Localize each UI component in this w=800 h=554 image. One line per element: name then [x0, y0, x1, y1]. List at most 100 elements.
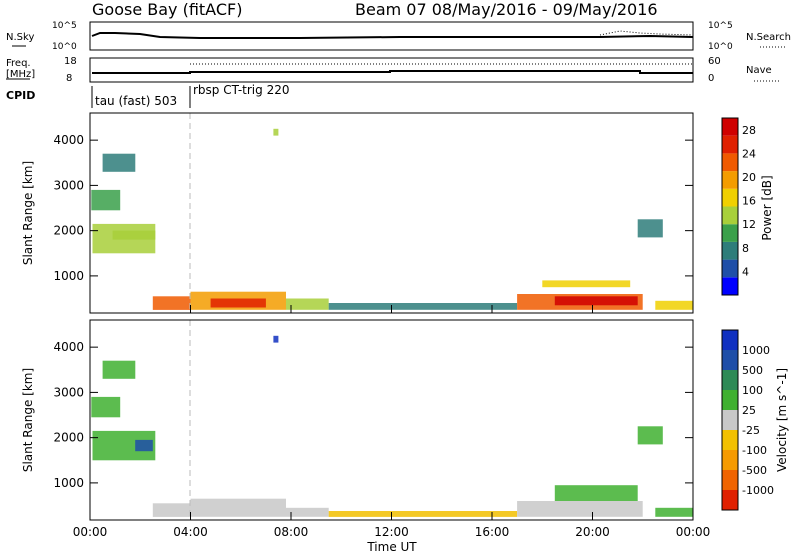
freq-label-line1: Freq. [6, 58, 31, 69]
velocity-echo-region-7 [328, 511, 518, 517]
power-colorbar-tick-3: 16 [742, 195, 756, 208]
velocity-y-ticks: 1000 2000 3000 4000 [53, 340, 693, 490]
velocity-colorbar-block-4 [722, 410, 738, 430]
power-colorbar-frame [721, 117, 739, 296]
x-tick-label-2: 08:00 [274, 525, 309, 539]
power-colorbar-block-7 [722, 153, 738, 172]
freq-tick-bottom: 8 [66, 73, 72, 84]
nsearch-label: N.Search [746, 32, 791, 43]
power-echo-region-11 [542, 280, 631, 288]
power-data-layer [91, 128, 693, 310]
power-echo-region-2 [112, 230, 156, 240]
power-colorbar-block-9 [722, 118, 738, 136]
velocity-echo-region-2 [135, 439, 153, 452]
power-colorbar-label: Power [dB] [760, 175, 774, 240]
velocity-colorbar-tick-4: -25 [742, 424, 760, 437]
power-echo-region-7 [286, 298, 329, 310]
freq-label-line2: [MHz] [6, 69, 35, 80]
y-tick-label-1: 2000 [53, 224, 84, 238]
power-echo-region-6 [210, 298, 266, 308]
nsearch-trace [599, 30, 694, 36]
power-colorbar-blocks [722, 118, 738, 295]
power-colorbar-block-4 [722, 206, 738, 225]
x-tick-label-3: 12:00 [374, 525, 409, 539]
velocity-colorbar-block-1 [722, 350, 738, 370]
power-colorbar-block-2 [722, 241, 738, 260]
cpid-mode-2: rbsp CT-trig 220 [193, 83, 289, 97]
velocity-colorbar-tick-1: 500 [742, 364, 763, 377]
velocity-colorbar-blocks [722, 330, 738, 510]
power-colorbar-block-1 [722, 259, 738, 278]
power-echo-region-4 [152, 296, 191, 310]
x-tick-label-6: 00:00 [676, 525, 711, 539]
nsearch-tick-top: 10^5 [708, 21, 733, 31]
velocity-colorbar-block-0 [722, 330, 738, 350]
velocity-colorbar-ticks: 1000 500 100 25 -25 -100 -500 -1000 [742, 344, 774, 497]
nsearch-tick-bottom: 10^0 [708, 42, 733, 52]
x-tick-label-5: 20:00 [575, 525, 610, 539]
velocity-colorbar-tick-3: 25 [742, 404, 756, 417]
x-tick-label-0: 00:00 [73, 525, 108, 539]
y-tick-label-1: 2000 [53, 431, 84, 445]
velocity-colorbar-block-7 [722, 470, 738, 490]
nsky-label: N.Sky [6, 32, 34, 43]
power-colorbar-tick-5: 24 [742, 147, 756, 160]
velocity-panel: 1000 2000 3000 4000 00:00 04:00 08:00 12:00 16:… [21, 305, 710, 554]
power-panel: 1000 2000 3000 4000 Slant Range [km] [21, 112, 694, 314]
velocity-colorbar-block-8 [722, 490, 738, 510]
power-colorbar-tick-1: 8 [742, 242, 749, 255]
station-title: Goose Bay (fitACF) [92, 0, 242, 19]
velocity-echo-region-11 [655, 507, 693, 517]
freq-tick-top: 18 [64, 56, 77, 67]
velocity-colorbar-block-5 [722, 430, 738, 450]
power-y-ticks: 1000 2000 3000 4000 [53, 133, 693, 283]
velocity-echo-region-12 [273, 335, 279, 343]
x-tick-label-4: 16:00 [475, 525, 510, 539]
power-colorbar-block-6 [722, 171, 738, 189]
power-ylabel: Slant Range [km] [21, 161, 35, 265]
nsky-tick-top: 10^5 [52, 21, 77, 31]
power-colorbar: 4 8 12 16 20 24 28 Power [dB] [721, 117, 774, 296]
velocity-echo-region-5 [190, 498, 286, 517]
time-xlabel: Time UT [366, 540, 417, 554]
power-colorbar-ticks: 4 8 12 16 20 24 28 [742, 124, 756, 279]
power-echo-region-13 [655, 300, 693, 310]
freq-panel [89, 57, 694, 83]
power-echo-region-3 [102, 153, 136, 172]
velocity-colorbar-tick-2: 100 [742, 384, 763, 397]
velocity-colorbar-tick-5: -100 [742, 444, 767, 457]
power-colorbar-block-3 [722, 224, 738, 242]
velocity-ylabel: Slant Range [km] [21, 368, 35, 472]
power-echo-region-8 [328, 303, 518, 310]
power-echo-region-14 [273, 128, 279, 136]
y-tick-label-2: 3000 [53, 385, 84, 399]
velocity-colorbar-block-3 [722, 390, 738, 410]
nsky-tick-bottom: 10^0 [52, 42, 77, 52]
power-echo-region-0 [91, 189, 121, 211]
power-echo-region-12 [637, 219, 663, 238]
power-colorbar-tick-4: 20 [742, 171, 756, 184]
beam-date-title: Beam 07 08/May/2016 - 09/May/2016 [355, 0, 658, 19]
velocity-colorbar-block-6 [722, 450, 738, 470]
velocity-colorbar-frame [721, 329, 739, 511]
velocity-data-layer [91, 335, 693, 517]
velocity-echo-region-8 [517, 501, 643, 517]
velocity-colorbar-tick-6: -500 [742, 464, 767, 477]
velocity-echo-region-3 [102, 360, 136, 379]
y-tick-label-3: 4000 [53, 133, 84, 147]
nave-label: Nave [746, 65, 772, 76]
power-colorbar-block-0 [722, 277, 738, 295]
nsky-trace [91, 32, 694, 39]
cpid-mode-1: tau (fast) 503 [95, 94, 177, 108]
velocity-colorbar: 1000 500 100 25 -25 -100 -500 -1000 Velocity [m… [721, 329, 789, 511]
velocity-echo-region-4 [152, 503, 191, 517]
power-colorbar-tick-6: 28 [742, 124, 756, 137]
x-tick-label-1: 04:00 [173, 525, 208, 539]
velocity-colorbar-block-2 [722, 370, 738, 390]
y-tick-label-0: 1000 [53, 269, 84, 283]
velocity-echo-region-10 [637, 426, 663, 445]
time-x-ticks: 00:00 04:00 08:00 12:00 16:00 20:00 00:00 [73, 305, 711, 539]
y-tick-label-2: 3000 [53, 178, 84, 192]
cpid-label: CPID [6, 89, 35, 102]
velocity-echo-region-6 [286, 507, 329, 517]
